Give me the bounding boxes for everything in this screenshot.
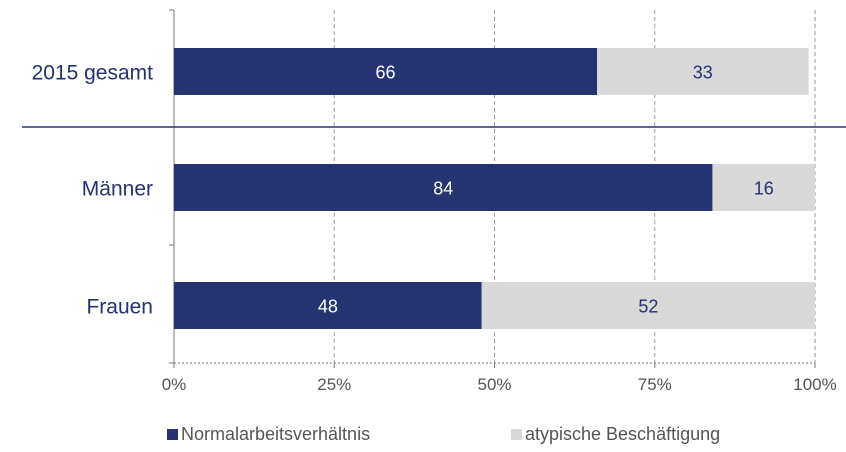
legend-swatch-atypical: [511, 429, 522, 440]
bar-atypical: [481, 282, 815, 329]
legend-item-normal: Normalarbeitsverhältnis: [167, 424, 370, 445]
data-label: 52: [638, 297, 658, 317]
bar-atypical: [597, 48, 809, 95]
data-label: 84: [433, 179, 453, 199]
category-label: 2015 gesamt: [32, 62, 154, 85]
bar-atypical: [712, 164, 815, 211]
x-tick-label: 25%: [317, 375, 351, 394]
bar-normal: [174, 48, 598, 95]
category-label: Frauen: [86, 296, 153, 319]
category-label: Männer: [82, 178, 153, 201]
x-tick-label: 0%: [162, 375, 187, 394]
legend: Normalarbeitsverhältnis atypische Beschä…: [0, 424, 846, 448]
legend-item-atypical: atypische Beschäftigung: [511, 424, 720, 445]
x-tick-label: 100%: [793, 375, 836, 394]
data-label: 33: [693, 63, 713, 83]
x-tick-label: 50%: [477, 375, 511, 394]
bar-normal: [174, 282, 482, 329]
data-label: 48: [318, 297, 338, 317]
legend-swatch-normal: [167, 429, 178, 440]
x-tick-label: 75%: [638, 375, 672, 394]
legend-label-normal: Normalarbeitsverhältnis: [181, 424, 371, 444]
data-label: 66: [376, 63, 396, 83]
legend-label-atypical: atypische Beschäftigung: [525, 424, 721, 444]
data-label: 16: [754, 179, 774, 199]
stacked-bar-chart: 0% 25% 50% 75% 100% 66 33 2015 gesamt 84 16 Männer…: [22, 9, 846, 394]
bar-normal: [174, 164, 713, 211]
